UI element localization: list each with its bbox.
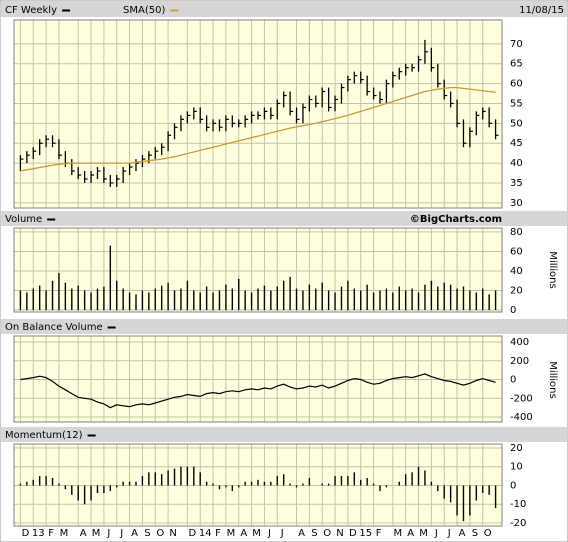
x-tick-label: J xyxy=(267,528,271,539)
x-tick-label: M xyxy=(252,528,261,539)
x-tick-label: M xyxy=(394,528,403,539)
panel-title: CF Weekly xyxy=(5,5,57,16)
y-tick-label: 80 xyxy=(510,227,523,238)
y-tick-label: -400 xyxy=(510,412,533,423)
x-tick-label: M xyxy=(419,528,428,539)
x-tick-label: A xyxy=(407,528,414,539)
y-tick-label: -10 xyxy=(510,499,526,510)
x-tick-label: A xyxy=(80,528,87,539)
x-tick-label: J xyxy=(106,528,110,539)
plot-border xyxy=(13,227,503,313)
y-tick-label: 0 xyxy=(510,305,516,316)
x-tick-label: N xyxy=(336,528,343,539)
x-tick-label: O xyxy=(484,528,492,539)
y-tick-label: 65 xyxy=(510,59,523,70)
y-tick-label: 200 xyxy=(510,356,529,367)
plot-border xyxy=(13,443,503,527)
x-tick-label: J xyxy=(280,528,284,539)
header-bar xyxy=(1,1,567,17)
x-tick-label: D xyxy=(22,528,30,539)
x-tick-label: 13 xyxy=(32,528,45,539)
y-tick-label: 400 xyxy=(510,337,529,348)
x-tick-label: A xyxy=(298,528,305,539)
y-tick-label: 35 xyxy=(510,178,523,189)
y-tick-label: 40 xyxy=(510,266,523,277)
y-tick-label: 20 xyxy=(510,286,523,297)
y-tick-label: 60 xyxy=(510,79,523,90)
panel-title: On Balance Volume xyxy=(5,322,103,333)
y-tick-label: 55 xyxy=(510,98,523,109)
x-tick-label: F xyxy=(48,528,54,539)
x-tick-label: A xyxy=(131,528,138,539)
x-tick-label: A xyxy=(459,528,466,539)
y-tick-label: 60 xyxy=(510,246,523,257)
x-tick-label: F xyxy=(376,528,382,539)
header-bar xyxy=(1,211,567,226)
y-tick-label: 30 xyxy=(510,198,523,209)
y-tick-label: -200 xyxy=(510,393,533,404)
panel-title: Volume xyxy=(5,214,42,225)
x-tick-label: S xyxy=(144,528,150,539)
x-tick-label: N xyxy=(169,528,176,539)
x-tick-label: 15 xyxy=(359,528,372,539)
credit: ©BigCharts.com xyxy=(410,214,502,225)
y-tick-label: 0 xyxy=(510,375,516,386)
x-tick-label: 14 xyxy=(199,528,212,539)
x-tick-label: A xyxy=(240,528,247,539)
y-tick-label: 70 xyxy=(510,39,523,50)
y-tick-label: 10 xyxy=(510,462,523,473)
x-tick-label: M xyxy=(92,528,101,539)
y-tick-label: 20 xyxy=(510,443,523,454)
header-bar xyxy=(1,427,567,442)
x-tick-label: D xyxy=(349,528,357,539)
header-bar xyxy=(1,319,567,334)
x-tick-label: S xyxy=(311,528,317,539)
y-tick-label: 50 xyxy=(510,118,523,129)
x-tick-label: M xyxy=(60,528,69,539)
y-tick-label: 0 xyxy=(510,480,516,491)
x-tick-label: J xyxy=(434,528,438,539)
plot-border xyxy=(13,19,503,209)
x-tick-label: M xyxy=(227,528,236,539)
plot-area xyxy=(14,336,502,422)
panel-title: Momentum(12) xyxy=(5,430,83,441)
y-axis-label: Millions xyxy=(547,361,558,398)
plot-border xyxy=(13,335,503,423)
y-tick-label: 45 xyxy=(510,138,523,149)
x-tick-label: J xyxy=(119,528,123,539)
chart-date: 11/08/15 xyxy=(519,5,564,16)
x-tick-label: F xyxy=(215,528,221,539)
x-tick-label: J xyxy=(447,528,451,539)
y-tick-label: -20 xyxy=(510,518,526,529)
x-tick-label: S xyxy=(472,528,478,539)
obv-line xyxy=(20,373,496,409)
legend-entry: SMA(50) xyxy=(123,5,165,16)
y-tick-label: 40 xyxy=(510,158,523,169)
y-axis-label: Millions xyxy=(547,251,558,288)
x-tick-label: D xyxy=(189,528,197,539)
sma-line xyxy=(20,86,496,172)
x-tick-label: O xyxy=(156,528,164,539)
x-tick-label: O xyxy=(323,528,331,539)
